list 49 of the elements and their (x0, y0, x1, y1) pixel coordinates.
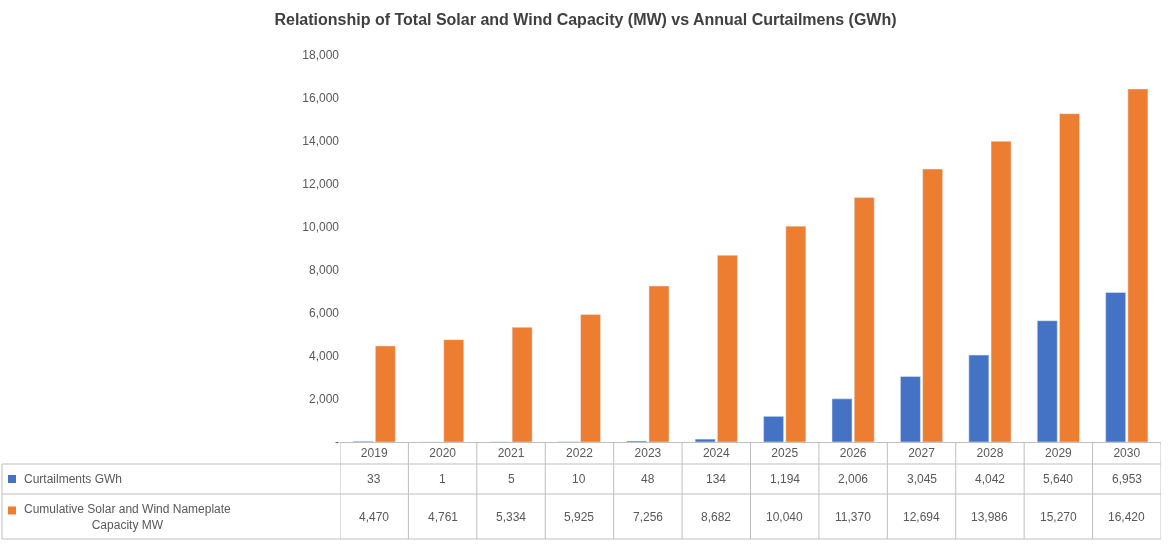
data-label: 10 (572, 472, 586, 486)
data-label: 5 (508, 472, 515, 486)
y-tick-label: 8,000 (308, 263, 340, 278)
y-tick-label: 12,000 (302, 177, 340, 192)
x-tick-label: 2025 (771, 446, 799, 461)
legend-label: Cumulative Solar and Wind Nameplate Capacity MW (24, 502, 232, 532)
y-tick-label: 4,000 (308, 349, 340, 364)
x-tick-label: 2027 (908, 446, 936, 461)
data-label: 4,042 (975, 472, 1006, 486)
data-label: 2,006 (838, 472, 869, 486)
data-label: 12,694 (903, 510, 941, 524)
legend-label: Curtailments GWh (24, 472, 123, 486)
data-label: 4,470 (359, 510, 390, 524)
data-label: 15,270 (1040, 510, 1078, 524)
chart-title: Relationship of Total Solar and Wind Capacity (MW) vs Annual Curtailmens (GWh) (274, 11, 897, 28)
data-label: 5,640 (1043, 472, 1074, 486)
data-label: 16,420 (1108, 510, 1146, 524)
data-label: 7,256 (633, 510, 664, 524)
x-tick-label: 2023 (634, 446, 662, 461)
data-label: 1,194 (770, 472, 801, 486)
data-label: 8,682 (701, 510, 732, 524)
x-tick-label: 2024 (702, 446, 730, 461)
y-tick-label: 14,000 (302, 134, 340, 149)
y-tick-label: 2,000 (308, 392, 340, 407)
data-label: 13,986 (971, 510, 1009, 524)
y-tick-label: 6,000 (308, 306, 340, 321)
x-tick-label: 2030 (1113, 446, 1141, 461)
data-label: 5,925 (564, 510, 595, 524)
data-label: 134 (706, 472, 727, 486)
data-label: 3,045 (907, 472, 938, 486)
x-tick-label: 2029 (1045, 446, 1073, 461)
data-label: 11,370 (835, 510, 872, 524)
y-tick-label: - (335, 435, 339, 450)
y-tick-label: 18,000 (302, 48, 340, 63)
x-tick-label: 2028 (976, 446, 1004, 461)
data-label: 6,953 (1112, 472, 1143, 486)
data-label: 4,761 (428, 510, 459, 524)
y-tick-label: 10,000 (302, 220, 340, 235)
y-tick-label: 16,000 (302, 91, 340, 106)
x-tick-label: 2019 (360, 446, 388, 461)
data-label: 33 (367, 472, 381, 486)
x-tick-label: 2020 (429, 446, 457, 461)
x-tick-label: 2022 (566, 446, 594, 461)
data-label: 48 (641, 472, 655, 486)
x-tick-label: 2021 (497, 446, 525, 461)
x-tick-label: 2026 (839, 446, 867, 461)
data-label: 5,334 (496, 510, 527, 524)
data-label: 10,040 (766, 510, 804, 524)
data-label: 1 (439, 472, 446, 486)
